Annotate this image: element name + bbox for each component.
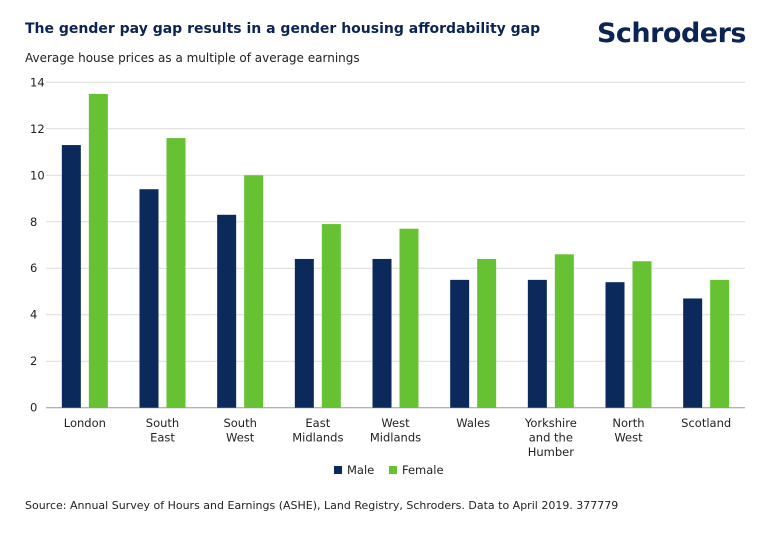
y-tick-label: 12 [30,122,45,136]
x-tick-label: and the [529,431,573,445]
bar-female [477,258,497,408]
y-tick-label: 14 [30,75,45,89]
bar-male [527,279,547,408]
bar-female [554,254,574,408]
chart-subtitle: Average house prices as a multiple of av… [25,51,360,65]
bar-male [605,282,625,408]
bar-female [166,138,186,408]
x-tick-label: Midlands [370,431,421,445]
x-tick-label: North [612,416,644,430]
x-tick-label: Scotland [681,416,731,430]
x-tick-label: Midlands [292,431,343,445]
x-tick-label: East [305,416,330,430]
x-tick-label: East [150,431,175,445]
bar-female [88,93,108,408]
bar-female [244,175,264,408]
bar-male [217,214,237,408]
y-tick-label: 10 [30,168,45,182]
x-tick-label: West [226,431,255,445]
x-tick-label: South [223,416,256,430]
legend-swatch-female [389,466,397,474]
bar-male [61,145,81,408]
y-tick-label: 2 [30,354,37,368]
bar-male [294,258,314,408]
bar-female [710,279,730,408]
bar-male [683,298,703,408]
y-tick-label: 4 [30,308,37,322]
bar-male [450,279,470,408]
bar-female [399,228,419,408]
source-note: Source: Annual Survey of Hours and Earni… [25,499,619,512]
bar-male [139,189,159,408]
x-tick-label: London [64,416,106,430]
bar-female [321,224,341,408]
x-tick-label: Yorkshire [524,416,577,430]
bar-male [372,258,392,408]
x-tick-label: South [146,416,179,430]
y-tick-label: 8 [30,215,37,229]
y-tick-label: 6 [30,261,37,275]
chart-title: The gender pay gap results in a gender h… [25,21,541,37]
x-tick-label: West [381,416,410,430]
x-tick-label: Wales [456,416,490,430]
legend-label-male: Male [347,463,374,477]
legend-swatch-male [334,466,342,474]
bar-female [632,261,652,408]
x-tick-label: West [614,431,643,445]
legend-label-female: Female [402,463,444,477]
schroders-logo: Schroders [596,18,747,49]
x-tick-label: Humber [528,445,575,459]
y-tick-label: 0 [30,401,37,415]
